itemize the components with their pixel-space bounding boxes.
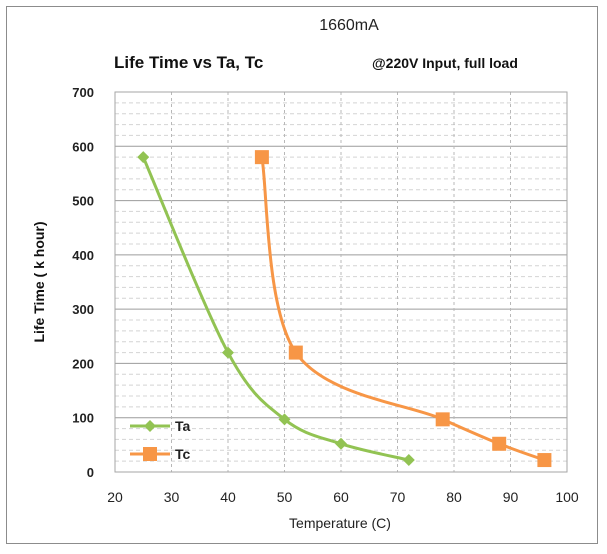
x-tick-label: 70 xyxy=(390,489,406,505)
x-tick-label: 60 xyxy=(333,489,349,505)
series-line-tc xyxy=(260,156,545,462)
top-label: 1660mA xyxy=(319,17,379,34)
data-point-tc xyxy=(254,150,269,165)
y-tick-label: 200 xyxy=(72,356,94,371)
legend-item-ta: Ta xyxy=(130,418,191,434)
data-point-ta xyxy=(222,346,234,359)
legend-marker xyxy=(144,420,156,432)
y-tick-label: 300 xyxy=(72,302,94,317)
legend-marker xyxy=(143,447,157,461)
chart-subtitle: @220V Input, full load xyxy=(372,55,518,71)
y-tick-label: 100 xyxy=(72,411,94,426)
x-tick-label: 100 xyxy=(555,489,579,505)
data-point-tc xyxy=(435,412,450,427)
x-ticks: 20 30 40 50 60 70 80 90 100 xyxy=(107,489,579,505)
data-point-ta xyxy=(402,454,415,467)
data-point-ta xyxy=(278,413,291,426)
legend-item-tc: Tc xyxy=(130,446,191,462)
x-tick-label: 30 xyxy=(164,489,180,505)
y-tick-label: 500 xyxy=(72,194,94,209)
series-line-ta xyxy=(141,156,410,462)
data-point-ta xyxy=(137,151,150,164)
chart-title: Life Time vs Ta, Tc xyxy=(114,53,263,72)
x-tick-label: 50 xyxy=(277,489,293,505)
grid xyxy=(114,91,568,473)
data-point-ta xyxy=(335,437,347,450)
x-tick-label: 20 xyxy=(107,489,123,505)
x-axis-label: Temperature (C) xyxy=(289,515,391,531)
series-tc xyxy=(254,150,552,468)
plot-border xyxy=(114,91,568,473)
y-tick-label: 600 xyxy=(72,139,94,154)
y-tick-label: 400 xyxy=(72,248,94,263)
x-tick-label: 80 xyxy=(446,489,462,505)
y-tick-label: 0 xyxy=(87,465,94,480)
data-point-tc xyxy=(288,345,303,360)
y-ticks: 0 100 200 300 400 500 600 700 xyxy=(72,85,94,480)
y-axis-label: Life Time ( k hour) xyxy=(31,221,47,342)
series-ta xyxy=(137,151,415,467)
legend-label: Ta xyxy=(175,418,191,434)
legend: Ta Tc xyxy=(130,418,191,462)
chart-frame xyxy=(6,6,598,544)
data-point-tc xyxy=(492,436,507,451)
x-tick-label: 90 xyxy=(503,489,519,505)
y-tick-label: 700 xyxy=(72,85,94,100)
series-layer xyxy=(137,150,552,468)
x-tick-label: 40 xyxy=(220,489,236,505)
data-point-tc xyxy=(537,453,552,468)
legend-label: Tc xyxy=(175,446,191,462)
